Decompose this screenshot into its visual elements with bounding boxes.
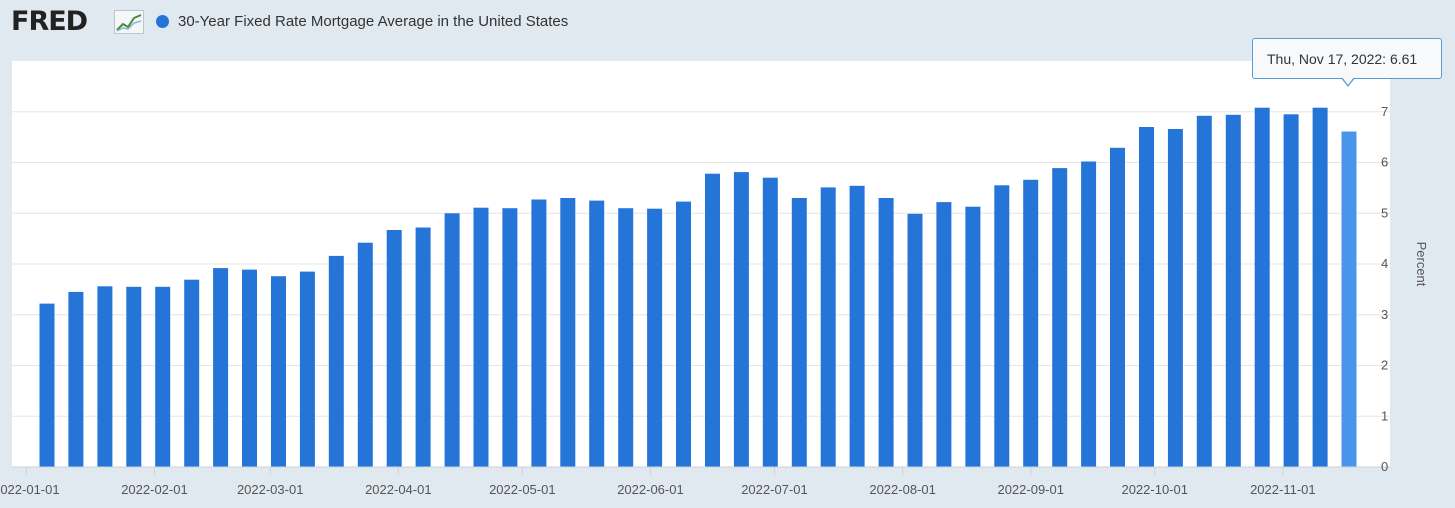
x-tick-label: 2022-10-01 <box>1121 482 1188 497</box>
bar[interactable] <box>242 269 257 467</box>
bar[interactable] <box>386 230 402 467</box>
bar[interactable] <box>676 201 691 467</box>
y-tick-label: 2 <box>1381 358 1388 373</box>
bar[interactable] <box>271 276 286 467</box>
bar[interactable] <box>1225 114 1241 468</box>
bar[interactable] <box>415 227 431 468</box>
bar[interactable] <box>473 207 489 467</box>
grid-lines <box>12 111 1390 417</box>
bar[interactable] <box>1139 127 1154 467</box>
x-tick-label: 2022-09-01 <box>997 482 1064 497</box>
y-tick-label: 4 <box>1381 256 1388 271</box>
bar[interactable] <box>184 279 200 467</box>
bar[interactable] <box>502 208 518 467</box>
tooltip-date: Thu, Nov 17, 2022: <box>1267 51 1387 67</box>
bar[interactable] <box>762 177 778 467</box>
bar[interactable] <box>1081 161 1097 468</box>
y-axis: 0 1 2 3 4 5 6 7 <box>1381 104 1388 474</box>
fred-graph-icon[interactable] <box>114 10 144 34</box>
fred-logo[interactable]: FRED <box>11 6 88 37</box>
bar[interactable] <box>907 213 923 467</box>
bar[interactable] <box>213 268 229 467</box>
bar[interactable] <box>68 291 84 467</box>
bar[interactable] <box>39 303 55 467</box>
bar[interactable] <box>965 206 981 467</box>
x-tick-label: 2022-08-01 <box>869 482 936 497</box>
chart-header: FRED 30-Year Fixed Rate Mortgage Average… <box>0 0 1455 48</box>
x-tick-label: 2022-07-01 <box>741 482 808 497</box>
x-axis: 2022-01-01 2022-02-01 2022-03-01 2022-04-01… <box>0 467 1316 497</box>
legend-series-marker <box>156 15 169 28</box>
y-tick-label: 5 <box>1381 205 1388 220</box>
bar[interactable] <box>1283 114 1299 468</box>
x-tick-label: 2022-06-01 <box>617 482 684 497</box>
bar[interactable] <box>357 242 373 467</box>
bar[interactable] <box>155 286 171 467</box>
data-tooltip: Thu, Nov 17, 2022: 6.61 <box>1252 38 1442 79</box>
bar[interactable] <box>1052 168 1068 467</box>
bar[interactable] <box>820 187 836 467</box>
bar[interactable] <box>618 208 634 467</box>
y-axis-label: Percent <box>1414 242 1429 287</box>
x-tick-label: 2022-01-01 <box>0 482 60 497</box>
bar[interactable] <box>647 208 663 467</box>
bar[interactable] <box>791 198 807 467</box>
bar[interactable] <box>1254 107 1270 467</box>
bar-series[interactable] <box>39 107 1357 468</box>
bar[interactable] <box>705 173 720 467</box>
x-tick-label: 2022-03-01 <box>237 482 304 497</box>
tooltip-value: 6.61 <box>1389 51 1418 67</box>
bar[interactable] <box>994 185 1010 468</box>
bar[interactable] <box>444 213 460 468</box>
bar[interactable] <box>97 286 113 467</box>
bar[interactable] <box>1167 129 1183 467</box>
bar[interactable] <box>1341 131 1357 468</box>
x-tick-label: 2022-11-01 <box>1250 482 1316 497</box>
bar[interactable] <box>531 199 547 468</box>
tooltip-pointer-fill <box>1342 77 1354 85</box>
bar[interactable] <box>299 271 315 467</box>
bar[interactable] <box>126 286 142 467</box>
bar[interactable] <box>849 185 865 468</box>
bar[interactable] <box>936 202 952 467</box>
y-tick-label: 3 <box>1381 307 1388 322</box>
bar[interactable] <box>328 255 344 467</box>
y-tick-label: 0 <box>1381 459 1388 474</box>
bar[interactable] <box>560 198 576 467</box>
bar[interactable] <box>1312 107 1328 467</box>
bar[interactable] <box>589 200 605 467</box>
y-tick-label: 7 <box>1381 104 1388 119</box>
y-tick-label: 6 <box>1381 155 1388 170</box>
x-tick-label: 2022-04-01 <box>365 482 432 497</box>
bar[interactable] <box>878 198 894 467</box>
bar[interactable] <box>1023 179 1039 468</box>
bar[interactable] <box>733 172 749 467</box>
bar[interactable] <box>1196 115 1212 468</box>
legend-series-title[interactable]: 30-Year Fixed Rate Mortgage Average in t… <box>178 13 569 30</box>
x-tick-label: 2022-05-01 <box>489 482 556 497</box>
x-tick-label: 2022-02-01 <box>121 482 188 497</box>
bar[interactable] <box>1110 147 1125 468</box>
y-tick-label: 1 <box>1381 408 1388 423</box>
